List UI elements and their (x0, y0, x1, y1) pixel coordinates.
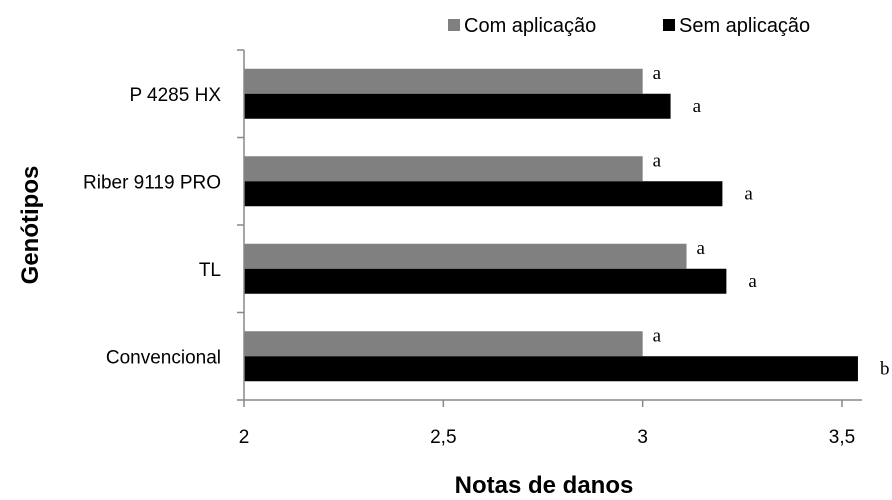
x-tick-label: 3 (637, 427, 648, 448)
legend-swatch-sem-aplicacao (663, 19, 675, 31)
category-label-convencional: Convencional (106, 347, 221, 368)
plot-area: a a a a a a a b (244, 63, 889, 382)
data-label-com-aplicacao-p-4285-hx: a (653, 63, 662, 84)
bar-sem-aplicacao-riber-9119-pro (244, 181, 723, 207)
y-axis-title: Genótipos (17, 166, 44, 285)
category-label-p-4285-hx: P 4285 HX (129, 85, 221, 106)
data-label-com-aplicacao-riber-9119-pro: a (653, 150, 662, 171)
bar-com-aplicacao-tl (244, 243, 687, 269)
category-label-tl: TL (199, 260, 221, 281)
category-labels: P 4285 HX Riber 9119 PRO TL Convencional (83, 85, 221, 369)
data-label-com-aplicacao-convencional: a (653, 325, 662, 346)
legend-label-sem-aplicacao: Sem aplicação (679, 15, 810, 37)
axes (237, 49, 862, 407)
x-tick-labels: 2 2,5 3 3,5 (239, 427, 856, 448)
x-axis-title: Notas de danos (455, 472, 634, 499)
legend-label-com-aplicacao: Com aplicação (464, 15, 596, 37)
bar-sem-aplicacao-convencional (244, 356, 858, 382)
bar-com-aplicacao-convencional (244, 331, 643, 357)
x-tick-label: 3,5 (829, 427, 855, 448)
legend: Com aplicação Sem aplicação (448, 15, 810, 37)
data-label-sem-aplicacao-riber-9119-pro: a (744, 183, 753, 204)
data-label-sem-aplicacao-p-4285-hx: a (693, 96, 702, 117)
bar-com-aplicacao-p-4285-hx (244, 68, 643, 94)
legend-swatch-com-aplicacao (448, 19, 460, 31)
bar-sem-aplicacao-tl (244, 268, 727, 294)
x-tick-label: 2 (239, 427, 250, 448)
bar-sem-aplicacao-p-4285-hx (244, 93, 671, 119)
category-label-riber-9119-pro: Riber 9119 PRO (83, 172, 221, 193)
data-label-com-aplicacao-tl: a (697, 238, 706, 259)
x-tick-label: 2,5 (430, 427, 456, 448)
data-label-sem-aplicacao-tl: a (748, 271, 757, 292)
bar-com-aplicacao-riber-9119-pro (244, 156, 643, 182)
data-label-sem-aplicacao-convencional: b (880, 358, 890, 379)
